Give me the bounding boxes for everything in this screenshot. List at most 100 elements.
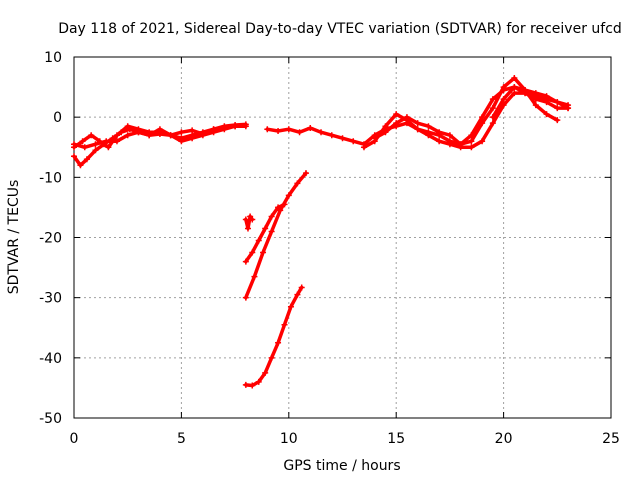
- data-point: [242, 381, 249, 388]
- data-point: [302, 170, 309, 177]
- data-point: [522, 87, 529, 94]
- series-line-E: [244, 171, 308, 300]
- data-point: [436, 129, 443, 136]
- data-point: [199, 132, 206, 139]
- data-point: [489, 114, 496, 121]
- data-point: [554, 105, 561, 112]
- x-tick-label: 10: [280, 431, 298, 447]
- data-point: [281, 201, 288, 208]
- data-point: [479, 114, 486, 121]
- data-point: [393, 111, 400, 118]
- data-point: [275, 204, 282, 211]
- data-point: [298, 284, 305, 291]
- y-axis-label: SDTVAR / TECUs: [6, 180, 22, 295]
- series-layer: [71, 75, 572, 389]
- data-point: [489, 96, 496, 103]
- data-point: [77, 162, 84, 169]
- data-point: [468, 138, 475, 145]
- x-tick-label: 0: [70, 431, 79, 447]
- data-point: [468, 132, 475, 139]
- grid-layer: [74, 57, 611, 418]
- data-point: [251, 273, 258, 280]
- data-point: [414, 120, 421, 127]
- data-point: [262, 225, 269, 232]
- data-point: [446, 138, 453, 145]
- data-point: [425, 129, 432, 136]
- data-point: [511, 75, 518, 82]
- data-point: [262, 369, 269, 376]
- data-point: [255, 378, 262, 385]
- data-point: [382, 123, 389, 130]
- data-point: [88, 132, 95, 139]
- data-point: [92, 147, 99, 154]
- data-point: [260, 249, 267, 256]
- data-point: [307, 124, 314, 131]
- data-point: [565, 102, 572, 109]
- data-point: [249, 216, 256, 223]
- data-point: [83, 156, 90, 163]
- data-point: [511, 90, 518, 97]
- data-point: [247, 213, 254, 220]
- y-tick-label: -40: [39, 351, 62, 367]
- data-point: [210, 129, 217, 136]
- data-point: [249, 382, 256, 389]
- data-point: [479, 138, 486, 145]
- data-point: [489, 120, 496, 127]
- x-axis-label: GPS time / hours: [283, 458, 400, 474]
- data-point: [554, 117, 561, 124]
- data-point: [350, 138, 357, 145]
- data-point: [360, 144, 367, 151]
- data-point: [146, 132, 153, 139]
- data-point: [71, 141, 77, 148]
- data-point: [103, 138, 110, 145]
- x-tick-label: 20: [495, 431, 513, 447]
- data-point: [189, 135, 196, 142]
- x-tick-label: 5: [177, 431, 186, 447]
- data-point: [268, 228, 275, 235]
- data-point: [425, 123, 432, 130]
- y-tick-label: -20: [39, 231, 62, 247]
- data-point: [489, 105, 496, 112]
- data-point: [285, 126, 292, 133]
- y-tick-label: 10: [44, 50, 62, 66]
- data-point: [543, 93, 550, 100]
- y-tick-label: -50: [39, 411, 62, 427]
- data-point: [167, 132, 174, 139]
- series-line-G: [244, 214, 255, 231]
- data-point: [81, 144, 88, 151]
- data-point: [318, 129, 325, 136]
- data-point: [92, 141, 99, 148]
- y-tick-label: -30: [39, 291, 62, 307]
- data-point: [113, 132, 120, 139]
- data-point: [242, 258, 249, 265]
- data-point: [79, 138, 86, 145]
- data-point: [135, 129, 142, 136]
- data-point: [255, 237, 262, 244]
- data-point: [281, 321, 288, 328]
- data-point: [500, 87, 507, 94]
- y-tick-label: -10: [39, 170, 62, 186]
- data-point: [244, 225, 251, 232]
- x-tick-label: 25: [602, 431, 620, 447]
- x-tick-label: 15: [387, 431, 405, 447]
- data-point: [414, 126, 421, 133]
- data-point: [113, 138, 120, 145]
- data-point: [156, 126, 163, 133]
- data-point: [371, 135, 378, 142]
- tick-layer: 0 5 10 15 20 25 10 0 -10 -20 -30 -40 -50: [39, 50, 620, 447]
- data-point: [124, 132, 131, 139]
- data-point: [446, 132, 453, 139]
- data-point: [543, 111, 550, 118]
- data-point: [532, 96, 539, 103]
- data-point: [285, 192, 292, 199]
- data-point: [178, 138, 185, 145]
- data-point: [500, 96, 507, 103]
- data-point: [339, 135, 346, 142]
- data-point: [328, 132, 335, 139]
- data-point: [294, 291, 301, 298]
- data-point: [543, 99, 550, 106]
- data-point: [71, 153, 77, 160]
- series-line-K: [491, 85, 570, 119]
